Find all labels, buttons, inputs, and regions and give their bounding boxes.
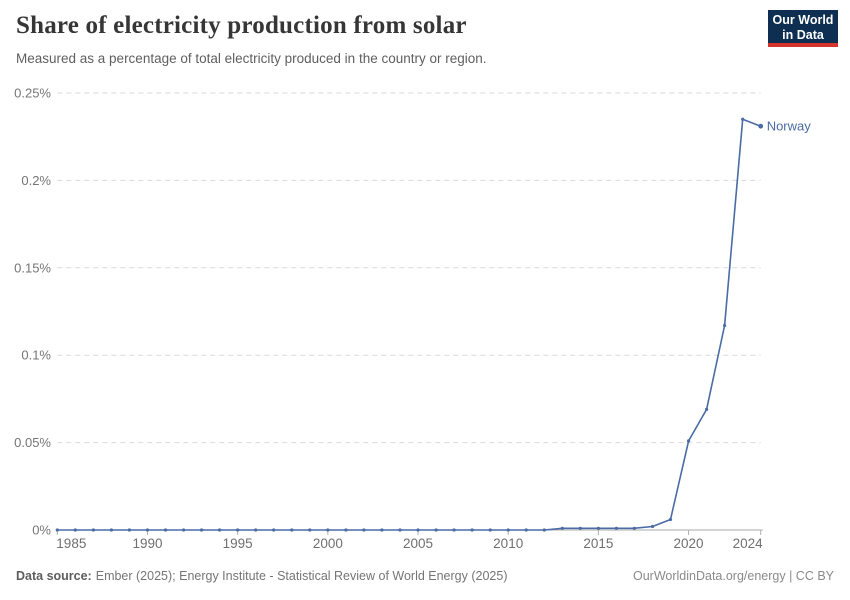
x-tick-label: 2020: [674, 536, 704, 551]
data-line-norway[interactable]: [56, 118, 762, 531]
x-tick-label: 1995: [223, 536, 253, 551]
data-point[interactable]: [109, 528, 113, 532]
y-tick-label: 0.1%: [21, 348, 51, 363]
data-point[interactable]: [741, 117, 745, 121]
chart-footer: Data source: Ember (2025); Energy Institu…: [16, 569, 834, 583]
data-point[interactable]: [73, 528, 77, 532]
data-point[interactable]: [290, 528, 294, 532]
data-point[interactable]: [650, 524, 655, 529]
x-tick-label: 1990: [132, 536, 162, 551]
data-point[interactable]: [182, 528, 186, 532]
data-point[interactable]: [560, 526, 564, 530]
data-point[interactable]: [687, 439, 691, 443]
x-tick-label: 2015: [583, 536, 613, 551]
data-point[interactable]: [254, 528, 258, 532]
data-point[interactable]: [524, 528, 528, 532]
data-point[interactable]: [758, 123, 764, 129]
data-point[interactable]: [272, 528, 276, 532]
data-point[interactable]: [398, 528, 402, 532]
data-point[interactable]: [434, 528, 438, 532]
owid-logo-line1: Our World: [772, 13, 834, 27]
data-point[interactable]: [488, 528, 492, 532]
data-point[interactable]: [308, 528, 312, 532]
data-point[interactable]: [632, 526, 637, 530]
y-tick-label: 0.2%: [21, 173, 51, 188]
data-point[interactable]: [578, 526, 582, 530]
data-point[interactable]: [452, 528, 456, 532]
owid-logo-line2: in Data: [782, 28, 824, 42]
data-point[interactable]: [145, 528, 150, 532]
y-tick-label: 0.05%: [14, 435, 51, 450]
x-tick-label: 2005: [403, 536, 433, 551]
data-point[interactable]: [668, 517, 673, 522]
series-end-label[interactable]: Norway: [767, 119, 812, 134]
data-point[interactable]: [163, 528, 168, 532]
data-point[interactable]: [200, 528, 204, 532]
data-point[interactable]: [127, 528, 131, 532]
data-point[interactable]: [326, 528, 330, 532]
data-source: Data source: Ember (2025); Energy Institu…: [16, 569, 507, 583]
owid-logo[interactable]: Our World in Data: [768, 10, 838, 47]
data-point[interactable]: [362, 528, 366, 532]
data-point[interactable]: [542, 528, 546, 532]
data-point[interactable]: [416, 528, 420, 532]
data-point[interactable]: [614, 526, 619, 530]
rights-link[interactable]: OurWorldinData.org/energy | CC BY: [632, 569, 834, 583]
x-tick-label: 2010: [493, 536, 523, 551]
data-point[interactable]: [218, 528, 222, 532]
x-tick-label: 1985: [56, 536, 86, 551]
data-point[interactable]: [723, 323, 727, 328]
y-tick-label: 0.25%: [14, 86, 51, 101]
y-tick-label: 0.15%: [14, 260, 51, 275]
x-tick-label: 2000: [313, 536, 343, 551]
data-source-text: Ember (2025); Energy Institute - Statist…: [95, 569, 508, 583]
data-point[interactable]: [506, 528, 510, 532]
data-point[interactable]: [596, 526, 601, 530]
data-point[interactable]: [236, 528, 240, 532]
data-point[interactable]: [55, 528, 59, 532]
data-point[interactable]: [705, 407, 709, 411]
y-tick-label: 0%: [32, 523, 51, 538]
data-point[interactable]: [91, 528, 95, 532]
chart-subtitle: Measured as a percentage of total electr…: [16, 51, 487, 66]
data-source-label: Data source:: [16, 569, 92, 583]
data-point[interactable]: [470, 528, 474, 532]
data-point[interactable]: [344, 528, 348, 532]
x-tick-label: 2024: [733, 536, 764, 551]
data-point[interactable]: [380, 528, 384, 532]
chart-title: Share of electricity production from sol…: [16, 12, 467, 39]
